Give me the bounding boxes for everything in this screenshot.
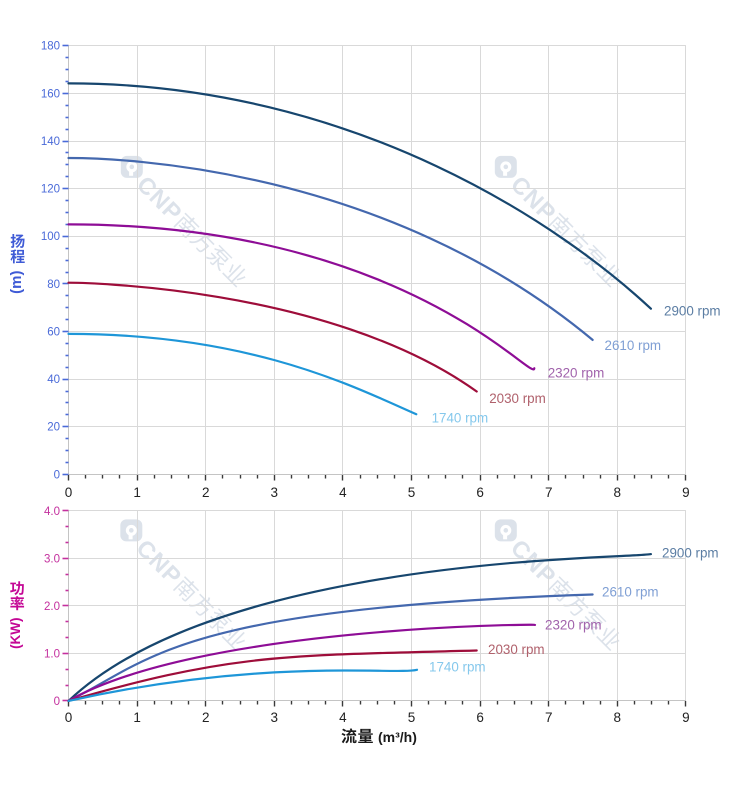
svg-text:3.0: 3.0	[44, 553, 60, 565]
svg-text:4.0: 4.0	[44, 506, 60, 518]
svg-text:0: 0	[65, 710, 73, 725]
svg-text:6: 6	[476, 485, 484, 500]
svg-text:8: 8	[614, 485, 622, 500]
svg-text:0: 0	[54, 469, 60, 481]
svg-text:1740 rpm: 1740 rpm	[432, 411, 489, 426]
svg-text:40: 40	[47, 374, 60, 386]
svg-text:60: 60	[47, 326, 60, 338]
svg-text:2: 2	[202, 710, 210, 725]
svg-text:100: 100	[41, 231, 60, 243]
svg-text:8: 8	[614, 710, 622, 725]
svg-text:2: 2	[202, 485, 210, 500]
svg-text:5: 5	[408, 710, 416, 725]
svg-text:4: 4	[339, 485, 347, 500]
svg-text:4: 4	[339, 710, 347, 725]
svg-text:140: 140	[41, 136, 60, 148]
svg-text:7: 7	[545, 710, 553, 725]
svg-text:1: 1	[133, 485, 141, 500]
svg-text:0: 0	[54, 696, 60, 708]
svg-text:2900 rpm: 2900 rpm	[664, 304, 721, 319]
svg-text:2.0: 2.0	[44, 601, 60, 613]
svg-text:(KW): (KW)	[8, 617, 23, 648]
svg-text:(m³/h): (m³/h)	[378, 729, 417, 745]
svg-text:5: 5	[408, 485, 416, 500]
svg-text:160: 160	[41, 88, 60, 100]
svg-text:2900 rpm: 2900 rpm	[662, 546, 719, 561]
svg-text:1.0: 1.0	[44, 648, 60, 660]
svg-text:6: 6	[476, 710, 484, 725]
svg-text:2320 rpm: 2320 rpm	[545, 618, 602, 633]
svg-text:0: 0	[65, 485, 73, 500]
svg-text:3: 3	[271, 710, 279, 725]
svg-text:9: 9	[682, 710, 690, 725]
svg-text:2610 rpm: 2610 rpm	[605, 338, 662, 353]
svg-text:(m): (m)	[8, 271, 25, 294]
svg-text:9: 9	[682, 485, 690, 500]
svg-text:180: 180	[41, 41, 60, 53]
svg-text:7: 7	[545, 485, 553, 500]
svg-text:2030 rpm: 2030 rpm	[489, 391, 546, 406]
svg-text:1: 1	[133, 710, 141, 725]
svg-text:20: 20	[47, 422, 60, 434]
svg-text:80: 80	[47, 279, 60, 291]
svg-text:2030 rpm: 2030 rpm	[488, 642, 545, 657]
svg-text:3: 3	[271, 485, 279, 500]
svg-text:1740 rpm: 1740 rpm	[429, 660, 486, 675]
svg-text:120: 120	[41, 184, 60, 196]
svg-text:2320 rpm: 2320 rpm	[548, 366, 605, 381]
svg-text:2610 rpm: 2610 rpm	[602, 585, 659, 600]
